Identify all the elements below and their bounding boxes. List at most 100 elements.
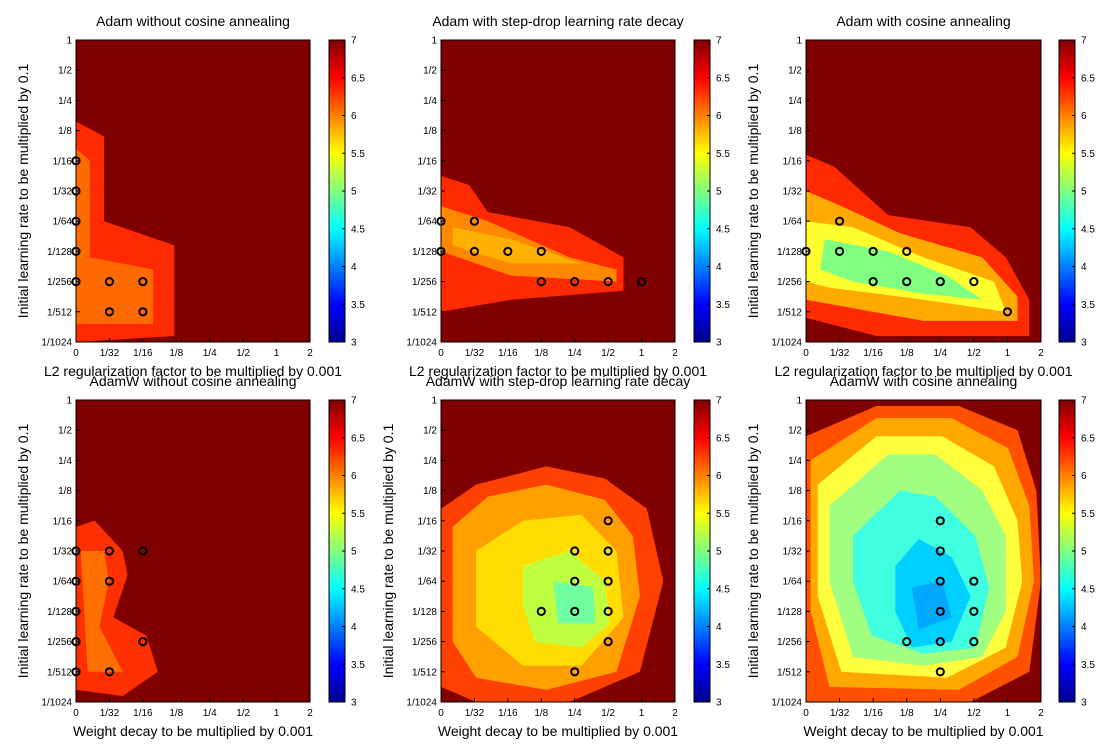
chart-title: Adam with cosine annealing	[836, 13, 1010, 29]
y-tick-label: 1/256	[47, 277, 72, 288]
x-axis-label: Weight decay to be multiplied by 0.001	[803, 723, 1043, 739]
x-tick-label: 1	[1005, 348, 1011, 359]
y-axis-label: Initial learning rate to be multiplied b…	[15, 424, 31, 679]
colorbar-tick-label: 6	[1081, 111, 1087, 122]
y-tick-label: 1/16	[53, 156, 73, 167]
chart-panel: 0 1/32 1/16 1/8 1/4 1/2 1 2 1 1/2 1/4 1/8 1/16 1/32 1/…	[745, 373, 1095, 739]
y-tick-label: 1/16	[783, 156, 803, 167]
optimum-marker	[71, 606, 81, 617]
optimum-marker	[935, 576, 945, 586]
optimum-marker	[935, 637, 945, 647]
y-tick-label: 1/1024	[41, 698, 72, 709]
colorbar-tick-label: 5	[1081, 547, 1087, 558]
colorbar-tick-label: 5.5	[716, 149, 730, 160]
colorbar-tick-label: 5	[351, 547, 357, 558]
x-tick-label: 1/32	[100, 708, 120, 719]
optimum-marker	[469, 246, 480, 256]
y-tick-label: 1/64	[53, 577, 73, 588]
colorbar-tick-label: 6.5	[351, 73, 365, 84]
optimum-marker	[603, 576, 613, 586]
x-tick-label: 2	[672, 708, 678, 719]
optimum-marker	[1002, 307, 1013, 317]
y-tick-label: 1/16	[53, 516, 73, 527]
optimum-marker	[603, 277, 613, 287]
optimum-marker	[603, 637, 613, 647]
optimum-marker	[902, 637, 912, 647]
y-tick-label: 1/2	[58, 66, 72, 77]
x-tick-label: 2	[672, 348, 678, 359]
optimum-marker	[104, 667, 115, 677]
x-tick-label: 1	[274, 708, 280, 719]
colorbar-tick-label: 3.5	[351, 660, 365, 671]
x-tick-label: 1/8	[534, 348, 548, 359]
optimum-marker	[71, 186, 81, 196]
optimum-marker	[969, 606, 979, 617]
y-tick-label: 1/8	[58, 126, 72, 137]
optimum-marker	[868, 277, 878, 287]
x-tick-label: 1/4	[933, 708, 947, 719]
optimum-marker	[570, 667, 580, 677]
y-tick-label: 1/2	[788, 426, 802, 437]
colorbar-tick-label: 4	[351, 262, 357, 273]
optimum-marker	[570, 277, 580, 287]
chart-panel: 0 1/32 1/16 1/8 1/4 1/2 1 2 1 1/2 1/4 1/8 1/16 1/32 1/…	[15, 13, 365, 379]
colorbar-tick-label: 6	[351, 471, 357, 482]
colorbar-tick-label: 4.5	[351, 224, 365, 235]
y-tick-label: 1/2	[788, 66, 802, 77]
y-tick-label: 1/1024	[41, 338, 72, 349]
contour-region	[911, 581, 952, 630]
colorbar-tick-label: 6	[716, 111, 722, 122]
x-tick-label: 1/2	[236, 708, 250, 719]
colorbar-tick-label: 4	[716, 622, 722, 633]
x-axis-label: L2 regularization factor to be multiplie…	[44, 363, 342, 379]
colorbar-tick-label: 5	[716, 547, 722, 558]
contour-region	[76, 148, 154, 324]
optimum-marker	[469, 216, 480, 226]
x-tick-label: 1/16	[498, 708, 518, 719]
chart-panel: 0 1/32 1/16 1/8 1/4 1/2 1 2 1 1/2 1/4 1/8 1/16 1/32 1/…	[745, 13, 1095, 379]
y-axis-label: Initial learning rate to be multiplied b…	[15, 64, 31, 319]
x-tick-label: 1/16	[498, 348, 518, 359]
x-tick-label: 1/8	[900, 348, 914, 359]
colorbar-tick-label: 3	[1081, 698, 1087, 709]
colorbar-tick-label: 3.5	[716, 660, 730, 671]
colorbar-tick-label: 7	[351, 396, 357, 407]
y-tick-label: 1/4	[423, 456, 437, 467]
y-tick-label: 1	[796, 396, 802, 407]
optimum-marker	[969, 637, 979, 647]
x-tick-label: 0	[438, 348, 444, 359]
optimum-marker	[71, 667, 81, 677]
colorbar-tick-label: 3.5	[716, 300, 730, 311]
x-tick-label: 0	[73, 708, 79, 719]
colorbar-tick-label: 6.5	[716, 73, 730, 84]
x-tick-label: 1/4	[203, 348, 217, 359]
chart-title: AdamW with step-drop learning rate decay	[426, 373, 691, 389]
optimum-marker	[935, 277, 945, 287]
x-tick-label: 1/2	[601, 348, 615, 359]
y-tick-label: 1/256	[47, 637, 72, 648]
colorbar-tick-label: 7	[351, 36, 357, 47]
y-tick-label: 1/128	[777, 607, 802, 618]
chart-title: Adam without cosine annealing	[96, 13, 290, 29]
x-tick-label: 0	[438, 708, 444, 719]
y-axis-label: Initial learning rate to be multiplied b…	[380, 424, 396, 679]
optimum-marker	[436, 246, 446, 256]
optimum-marker	[71, 216, 81, 226]
chart-panel: 0 1/32 1/16 1/8 1/4 1/2 1 2 1 1/2 1/4 1/8 1/16 1/32 1/…	[380, 373, 730, 739]
y-tick-label: 1/1024	[771, 338, 802, 349]
colorbar-tick-label: 3	[716, 698, 722, 709]
x-axis-label: L2 regularization factor to be multiplie…	[774, 363, 1072, 379]
y-tick-label: 1/8	[423, 126, 437, 137]
y-tick-label: 1/8	[788, 126, 802, 137]
y-tick-label: 1/128	[412, 247, 437, 258]
x-tick-label: 1/16	[133, 708, 153, 719]
y-tick-label: 1/16	[418, 156, 438, 167]
optimum-marker	[71, 156, 81, 166]
y-tick-label: 1/256	[412, 637, 437, 648]
y-tick-label: 1/4	[788, 96, 802, 107]
chart-title: AdamW with cosine annealing	[830, 373, 1018, 389]
colorbar-tick-label: 4	[1081, 622, 1087, 633]
colorbar-tick-label: 4.5	[1081, 584, 1095, 595]
y-tick-label: 1/1024	[771, 698, 802, 709]
